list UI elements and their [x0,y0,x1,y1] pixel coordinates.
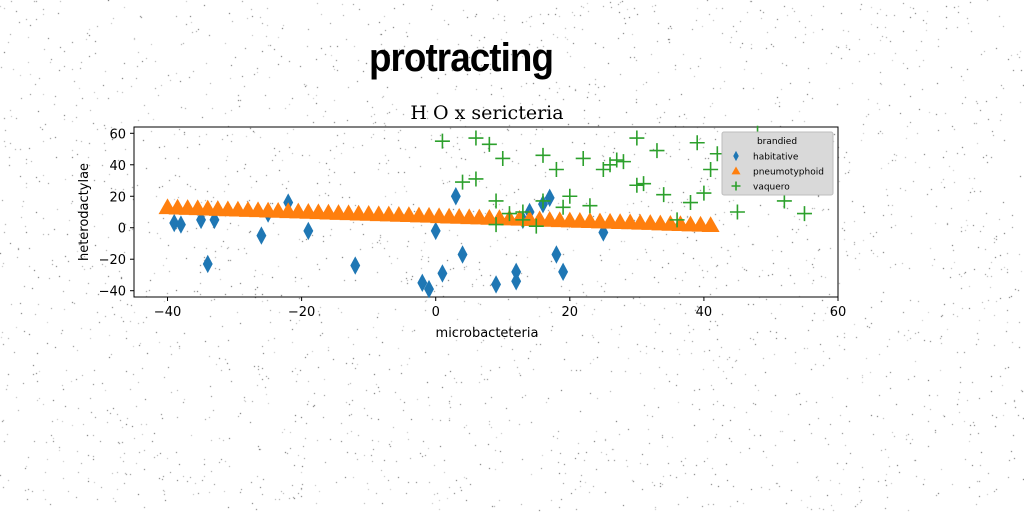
data-point [535,147,551,163]
data-point [562,188,578,204]
series-pneumotyphoid [158,198,720,232]
chart-title: H O x sericteria [410,102,563,124]
series-vaquero [434,125,819,234]
data-point [551,245,562,264]
data-point [656,187,672,203]
data-point [609,152,625,168]
data-point [468,130,484,146]
data-point [455,174,471,190]
x-tick-label: 20 [562,305,579,320]
y-tick-label: 60 [109,127,126,142]
data-point [558,262,569,282]
data-point [511,272,522,291]
data-point [501,206,517,222]
data-point [701,216,720,232]
data-point [575,150,591,166]
x-axis-label: microbacteteria [436,326,539,341]
data-point [689,135,705,151]
data-point [535,193,551,209]
x-tick-label: −20 [288,305,315,320]
y-axis-label: heterodactylae [77,163,92,261]
data-point [582,198,598,214]
legend-marker [731,166,741,175]
x-tick-label: −40 [154,305,181,320]
data-point [468,171,484,187]
data-point [488,217,504,233]
data-point [350,256,361,275]
legend-box [721,131,834,196]
data-point [544,188,555,208]
data-point [303,221,314,241]
data-point [457,245,468,264]
data-point [629,177,645,193]
legend-label: habitative [753,153,799,163]
data-point [636,176,652,192]
legend-title: brandied [757,137,797,147]
y-tick-label: 40 [109,159,126,174]
data-point [256,226,267,245]
data-point [511,262,522,282]
data-point [703,162,719,177]
data-point [434,133,450,149]
data-point [615,154,631,170]
data-point [430,221,441,241]
data-point [796,206,812,222]
legend-label: pneumotyphoid [753,168,824,178]
x-tick-label: 60 [830,305,847,320]
data-point [175,215,186,234]
data-point [649,143,665,159]
data-point [491,275,502,294]
data-point [555,199,571,215]
legend-marker [731,181,741,191]
banner-title: protracting [368,36,554,80]
data-point [169,213,180,233]
data-point [202,254,213,274]
legend: brandied habitative pneumotyphoid vaquero [721,131,834,196]
x-tick-label: 0 [432,305,440,320]
data-point [481,136,497,152]
data-points [158,125,819,299]
data-point [669,212,685,228]
legend-item-habitative: habitative [733,150,799,163]
data-point [424,279,434,299]
data-point [682,195,698,211]
data-point [548,162,564,177]
y-tick-label: −20 [99,253,126,268]
data-point [495,150,511,166]
legend-marker [733,150,739,162]
legend-item-pneumotyphoid: pneumotyphoid [731,166,824,178]
data-point [776,193,792,209]
data-point [696,185,712,201]
y-tick-label: 20 [109,190,126,205]
plot-frame [133,126,839,298]
data-point [450,187,461,206]
data-point [729,204,745,220]
data-point [437,264,448,283]
y-tick-label: −40 [99,285,126,300]
data-point [629,130,645,146]
data-point [515,204,531,220]
data-point [528,218,544,234]
axis-ticks: −40 −20 0 20 40 60 −40 −20 0 20 40 60 [99,127,847,320]
data-point [417,273,428,293]
y-tick-label: 0 [118,222,126,237]
legend-item-vaquero: vaquero [731,181,790,193]
data-point [488,193,504,209]
legend-label: vaquero [753,183,790,193]
x-tick-label: 40 [696,305,713,320]
